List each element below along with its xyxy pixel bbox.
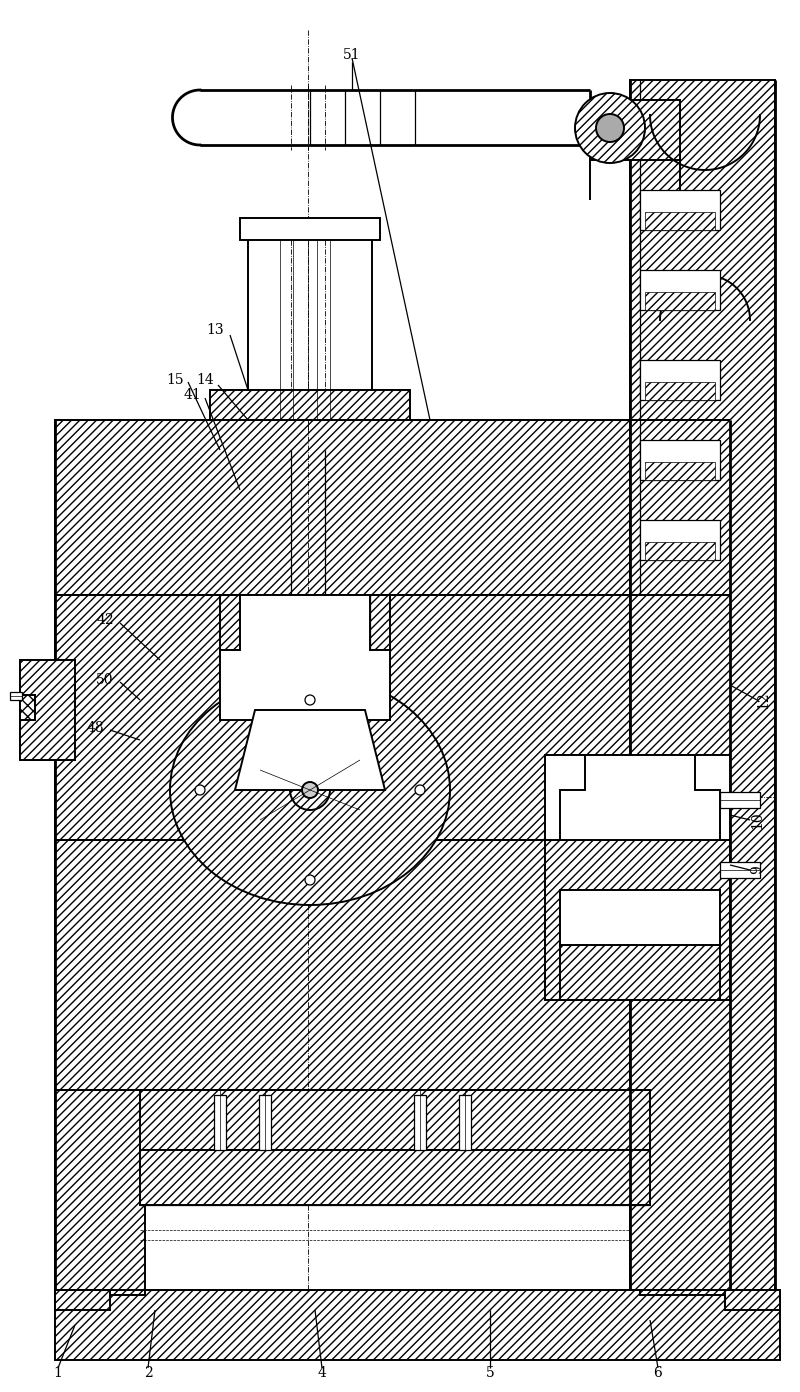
Circle shape xyxy=(415,785,425,795)
Circle shape xyxy=(596,114,624,142)
Bar xyxy=(55,594,730,839)
Bar xyxy=(545,839,730,999)
Bar xyxy=(55,839,730,1090)
Bar xyxy=(640,189,720,230)
Bar xyxy=(545,754,730,839)
Text: 14: 14 xyxy=(196,373,214,387)
Bar xyxy=(214,1096,226,1150)
Text: 50: 50 xyxy=(96,672,114,688)
Bar xyxy=(640,361,720,400)
Bar xyxy=(560,945,720,999)
Circle shape xyxy=(302,782,318,798)
Bar xyxy=(55,1290,780,1360)
Bar xyxy=(645,381,715,400)
Bar xyxy=(10,692,22,700)
Text: 51: 51 xyxy=(343,47,361,63)
Circle shape xyxy=(575,93,645,163)
Bar xyxy=(20,660,75,760)
Bar xyxy=(55,1090,145,1295)
Text: 6: 6 xyxy=(654,1366,662,1379)
Bar xyxy=(640,440,720,480)
Text: 4: 4 xyxy=(318,1366,326,1379)
Circle shape xyxy=(195,785,205,795)
Bar xyxy=(645,462,715,480)
Text: 12: 12 xyxy=(756,692,770,709)
Bar xyxy=(590,100,680,160)
Bar xyxy=(20,695,35,720)
Bar xyxy=(140,1150,650,1205)
Bar xyxy=(55,1290,110,1310)
Text: 10: 10 xyxy=(750,812,764,828)
Text: 13: 13 xyxy=(206,323,224,337)
Bar xyxy=(645,292,715,310)
Text: 2: 2 xyxy=(144,1366,152,1379)
Text: 9: 9 xyxy=(750,866,764,874)
Bar xyxy=(240,219,380,239)
Circle shape xyxy=(305,876,315,885)
Bar xyxy=(645,541,715,560)
Text: 41: 41 xyxy=(183,388,201,402)
Polygon shape xyxy=(220,594,390,720)
Ellipse shape xyxy=(170,675,450,905)
Bar xyxy=(414,1096,426,1150)
Bar xyxy=(55,420,730,594)
Text: 15: 15 xyxy=(166,373,184,387)
Bar xyxy=(720,862,760,878)
Bar xyxy=(630,79,775,1290)
Text: 48: 48 xyxy=(86,721,104,735)
Text: 1: 1 xyxy=(54,1366,62,1379)
Bar xyxy=(725,1290,780,1310)
Bar xyxy=(640,270,720,310)
Circle shape xyxy=(305,695,315,704)
Bar xyxy=(640,521,720,560)
Bar xyxy=(259,1096,271,1150)
Bar xyxy=(640,1090,730,1295)
Text: 5: 5 xyxy=(486,1366,494,1379)
Bar xyxy=(645,212,715,230)
Text: 42: 42 xyxy=(96,612,114,626)
Bar xyxy=(560,889,720,945)
Bar xyxy=(140,1090,650,1150)
Bar xyxy=(459,1096,471,1150)
Polygon shape xyxy=(560,754,720,839)
Polygon shape xyxy=(235,710,385,791)
Bar xyxy=(720,792,760,807)
Bar xyxy=(210,390,410,420)
Circle shape xyxy=(290,770,330,810)
